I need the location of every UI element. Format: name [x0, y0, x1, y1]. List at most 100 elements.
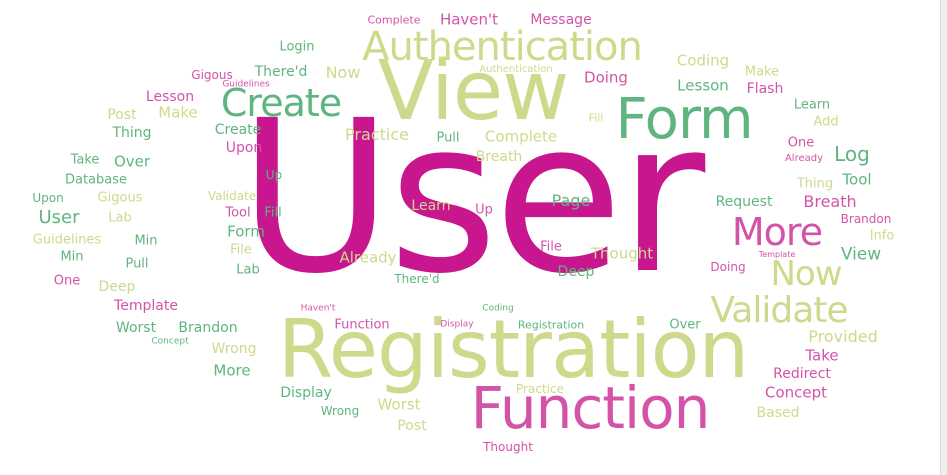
cloud-word: Already [339, 248, 397, 267]
cloud-word: Make [158, 103, 198, 122]
cloud-word: Learn [793, 97, 831, 113]
cloud-word: Post [397, 418, 427, 434]
cloud-word: Thought [590, 244, 654, 263]
cloud-word: Validate [710, 290, 848, 331]
cloud-word: Display [280, 385, 332, 401]
cloud-word: Create [214, 122, 262, 138]
cloud-word: Wrong [211, 341, 257, 357]
cloud-word: Complete [367, 13, 421, 27]
cloud-word: Learn [411, 198, 451, 214]
cloud-word: Thing [112, 125, 152, 141]
cloud-word: Coding [676, 51, 730, 70]
cloud-word: Worst [115, 320, 157, 336]
cloud-word: Up [475, 202, 493, 218]
cloud-word: View [377, 44, 570, 139]
cloud-word: Post [107, 107, 137, 123]
cloud-word: There'd [394, 272, 440, 286]
cloud-word: Guidelines [222, 79, 270, 90]
cloud-word: Lesson [145, 89, 195, 105]
cloud-word: Authentication [362, 24, 643, 70]
cloud-word: Fill [588, 111, 604, 125]
cloud-word: Form [615, 87, 753, 152]
cloud-word: Form [227, 222, 265, 241]
cloud-word: Concept [764, 383, 828, 402]
cloud-word: Min [60, 249, 84, 265]
cloud-word: Log [834, 142, 870, 166]
cloud-word: Practice [345, 125, 409, 144]
cloud-word: One [787, 135, 815, 151]
cloud-word: Based [756, 405, 800, 421]
cloud-word: User [38, 207, 80, 228]
cloud-word: Worst [377, 395, 421, 414]
cloud-word: Wrong [320, 404, 360, 418]
cloud-word: Take [805, 346, 839, 365]
cloud-word: There'd [254, 64, 308, 80]
cloud-word: Concept [151, 336, 189, 347]
cloud-word: Gigous [97, 190, 143, 206]
cloud-word: Redirect [773, 366, 831, 382]
cloud-word: View [840, 244, 882, 265]
cloud-word: Deep [98, 279, 136, 295]
cloud-word: Make [744, 64, 780, 80]
cloud-word: One [53, 273, 81, 289]
cloud-word: Guidelines [32, 232, 102, 248]
cloud-word: Upon [225, 140, 263, 156]
cloud-word: File [540, 239, 562, 255]
cloud-word: File [230, 242, 252, 258]
cloud-word: Create [220, 81, 342, 125]
cloud-word: Pull [436, 130, 460, 146]
cloud-word: Up [265, 168, 283, 182]
cloud-word: Upon [32, 191, 64, 205]
cloud-word: Brandon [840, 212, 892, 226]
cloud-word: Function [334, 317, 390, 333]
cloud-word: Tool [225, 205, 251, 221]
cloud-word: Thought [483, 440, 533, 454]
cloud-word: Thing [796, 176, 834, 192]
cloud-word: Request [715, 194, 773, 210]
cloud-word: User [238, 75, 706, 320]
scrollbar-edge [940, 0, 947, 475]
cloud-word: Doing [584, 68, 628, 87]
cloud-word: More [213, 361, 251, 380]
cloud-word: Now [325, 63, 361, 82]
cloud-word: Already [784, 153, 824, 164]
cloud-word: Breath [803, 192, 857, 211]
cloud-word: Database [64, 172, 128, 188]
cloud-word: Over [113, 152, 151, 171]
cloud-word: Breath [475, 149, 523, 165]
cloud-word: Registration [517, 318, 585, 332]
cloud-word: Add [813, 114, 839, 130]
cloud-word: Template [114, 298, 178, 314]
cloud-word: Now [770, 254, 842, 294]
cloud-word: Provided [808, 327, 878, 346]
cloud-word: Function [470, 374, 711, 442]
cloud-word: Registration [277, 303, 749, 396]
cloud-word: Deep [557, 264, 595, 280]
cloud-word: Page [551, 191, 591, 210]
cloud-word: Lab [108, 210, 132, 226]
cloud-word: Message [530, 12, 592, 28]
cloud-word: Haven't [439, 10, 499, 29]
cloud-word: Take [70, 152, 100, 168]
cloud-word: Login [279, 39, 315, 55]
cloud-word: Lab [236, 262, 260, 278]
cloud-word: Authentication [479, 64, 553, 75]
cloud-word: Info [869, 228, 895, 244]
cloud-word: Validate [207, 189, 257, 203]
cloud-word: Gigous [191, 68, 233, 82]
cloud-word: Over [669, 317, 701, 333]
cloud-word: Haven't [300, 303, 336, 314]
cloud-word: Complete [484, 127, 558, 146]
cloud-word: Flash [746, 81, 784, 97]
cloud-word: Template [758, 250, 796, 259]
cloud-word: Tool [842, 170, 872, 189]
cloud-word: Brandon [178, 320, 238, 336]
cloud-word: Doing [710, 260, 746, 274]
cloud-word: Lesson [677, 76, 729, 95]
cloud-word: Display [440, 319, 474, 330]
cloud-word: Fill [264, 205, 282, 221]
cloud-word: Practice [516, 382, 564, 396]
cloud-word: Pull [125, 256, 149, 272]
cloud-word: Min [134, 233, 158, 249]
